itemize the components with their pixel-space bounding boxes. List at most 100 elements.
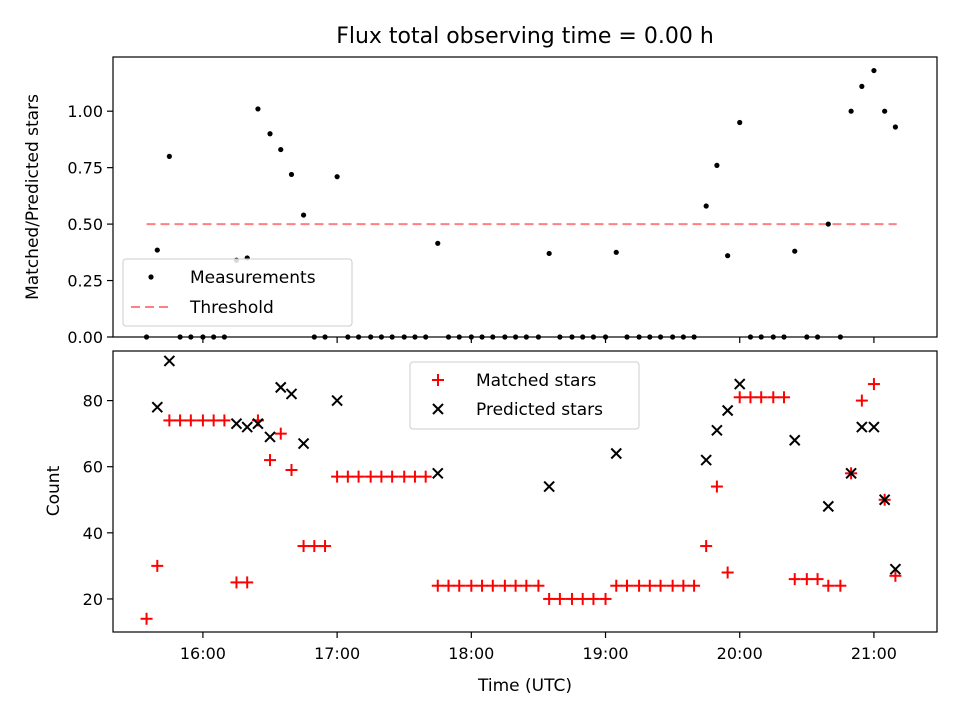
matched-star-point (576, 592, 589, 605)
matched-star-point (498, 579, 511, 592)
measurement-point (569, 334, 575, 340)
chart-title: Flux total observing time = 0.00 h (336, 24, 714, 49)
predicted-star-point (711, 424, 723, 437)
matched-star-point (755, 391, 768, 404)
matched-star-point (855, 394, 868, 407)
matched-star-point (520, 579, 533, 592)
bottom-x-ticks: 16:00 17:00 18:00 19:00 20:00 21:00 (180, 632, 897, 663)
legend-predicted-marker (432, 403, 444, 415)
measurement-point (624, 334, 630, 340)
measurement-point (490, 334, 496, 340)
measurement-point (456, 334, 462, 340)
measurement-point (747, 334, 754, 340)
predicted-star-point (721, 404, 734, 417)
matched-star-point (599, 592, 612, 605)
matched-star-point (677, 579, 690, 592)
matched-star-point (264, 454, 277, 467)
legend-predicted-label: Predicted stars (476, 400, 603, 420)
predicted-star-point (331, 394, 343, 407)
measurement-point (468, 334, 474, 340)
top-y-tick-label: 0.50 (67, 215, 103, 234)
matched-star-point (352, 470, 365, 483)
matched-star-point (364, 470, 377, 483)
measurement-point (423, 334, 429, 340)
measurement-point (892, 124, 898, 130)
x-axis-label: Time (UTC) (477, 676, 572, 696)
measurement-point (670, 334, 676, 340)
measurement-point (401, 334, 407, 340)
predicted-stars-points (151, 355, 902, 575)
matched-star-point (543, 592, 556, 605)
matched-star-point (788, 573, 801, 586)
top-y-tick-label: 1.00 (67, 102, 103, 121)
matched-star-point (375, 470, 388, 483)
bottom-y-ticks: 20 40 60 80 (83, 392, 113, 609)
matched-star-point (710, 480, 723, 493)
matched-star-point (465, 579, 478, 592)
measurement-point (871, 67, 877, 74)
measurement-point (378, 334, 385, 340)
matched-star-point (184, 414, 197, 427)
matched-star-point (163, 414, 176, 427)
matched-star-point (285, 464, 298, 477)
matched-star-point (620, 579, 633, 592)
matched-star-point (633, 579, 646, 592)
matched-star-point (319, 540, 332, 553)
matched-star-point (553, 592, 566, 605)
bottom-y-tick-label: 80 (83, 392, 103, 411)
top-y-tick-label: 0.00 (67, 328, 103, 347)
predicted-star-point (700, 454, 712, 466)
measurement-point (792, 248, 798, 254)
matched-star-point (442, 579, 455, 592)
measurement-point (859, 83, 865, 89)
top-legend: Measurements Threshold (122, 258, 353, 327)
measurement-point (814, 334, 821, 340)
matched-star-point (241, 576, 254, 589)
bottom-y-tick-label: 20 (83, 590, 103, 609)
measurement-point (837, 334, 843, 340)
predicted-star-point (610, 447, 622, 460)
matched-star-point (767, 391, 780, 404)
measurement-point (502, 334, 508, 340)
measurement-point (211, 334, 217, 340)
measurement-point (311, 334, 317, 340)
matched-star-point (666, 579, 679, 592)
legend-measurements-marker (148, 274, 154, 280)
measurement-point (535, 334, 542, 340)
predicted-star-point (868, 421, 880, 433)
matched-star-point (700, 540, 713, 553)
measurement-point (177, 334, 183, 340)
matched-star-point (610, 579, 623, 592)
measurement-point (300, 212, 307, 218)
measurement-point (523, 334, 529, 340)
predicted-star-point (230, 418, 243, 430)
matched-star-point (408, 470, 421, 483)
top-y-axis-label: Matched/Predicted stars (23, 94, 43, 300)
matched-star-point (565, 592, 578, 605)
matched-star-point (386, 470, 399, 483)
matched-star-point (419, 470, 432, 483)
matched-star-point (654, 579, 667, 592)
measurement-point (200, 334, 206, 340)
matched-star-point (140, 612, 153, 625)
matched-star-point (688, 579, 701, 592)
measurement-point (188, 334, 194, 340)
matched-star-point (509, 579, 522, 592)
measurement-point (435, 240, 441, 246)
matched-star-point (453, 579, 466, 592)
measurement-point (166, 153, 172, 159)
measurement-point (334, 174, 340, 180)
measurement-point (546, 250, 552, 257)
matched-star-point (207, 414, 220, 427)
predicted-star-point (543, 480, 555, 493)
measurement-point (154, 247, 160, 253)
measurement-point (479, 334, 485, 340)
predicted-star-point (264, 431, 276, 443)
measurement-point (613, 249, 619, 255)
legend-threshold-label: Threshold (189, 298, 274, 318)
matched-stars-points (140, 378, 902, 625)
bottom-y-tick-label: 40 (83, 524, 103, 543)
matched-star-point (889, 569, 902, 582)
